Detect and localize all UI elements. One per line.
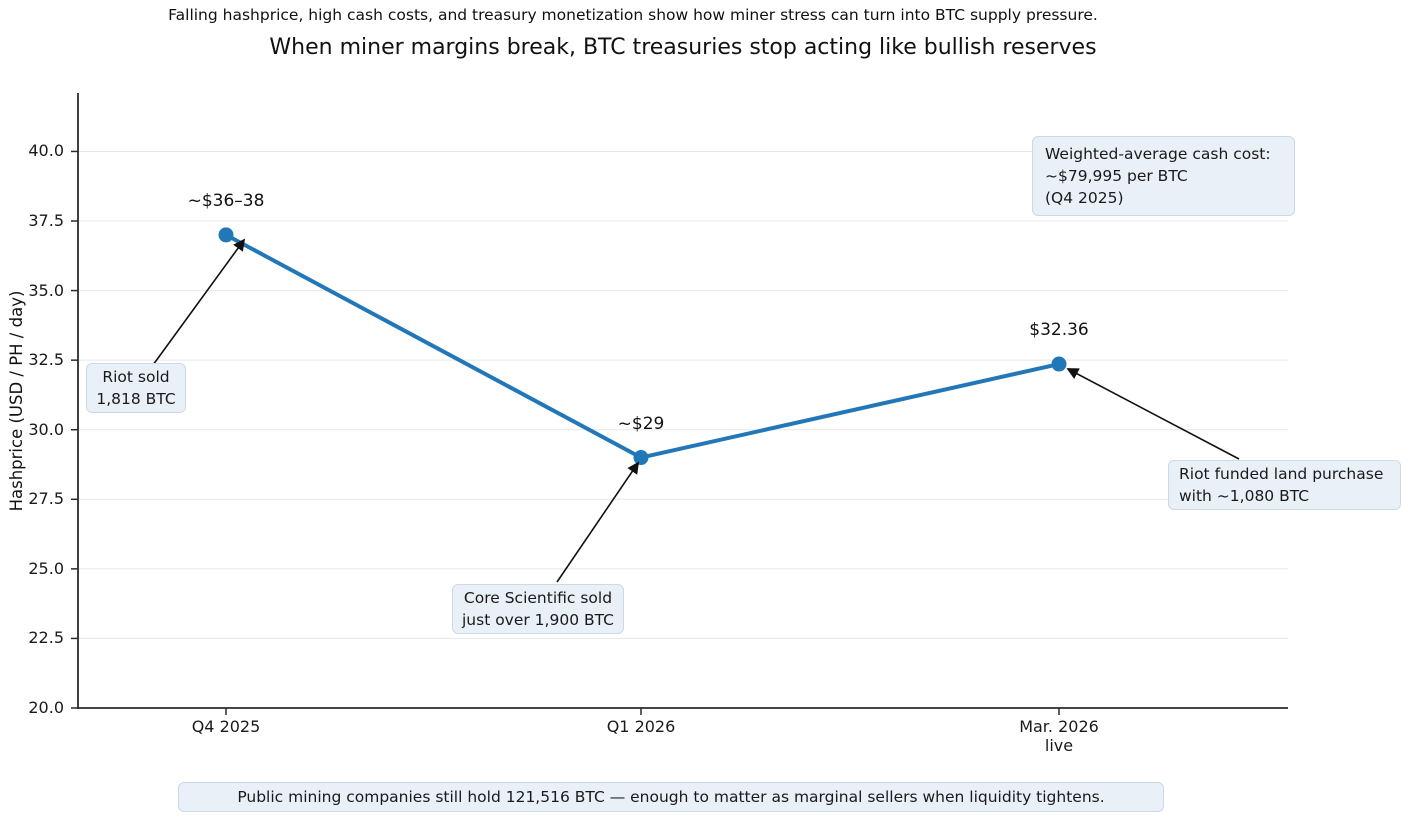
- annotation-cash-cost: Weighted-average cash cost: ~$79,995 per…: [1032, 136, 1295, 216]
- data-point: [218, 227, 234, 243]
- y-tick-label: 27.5: [28, 489, 64, 509]
- annotation-arrow-riot-land: [1066, 368, 1240, 460]
- annotation-arrow-riot-sold: [152, 238, 246, 366]
- chart-subtitle: Falling hashprice, high cash costs, and …: [168, 6, 1098, 24]
- chart-title: When miner margins break, BTC treasuries…: [269, 35, 1097, 60]
- y-tick-label: 37.5: [28, 211, 64, 230]
- x-tick-label: Q1 2026: [606, 717, 676, 736]
- y-tick-label: 30.0: [28, 419, 64, 439]
- annotation-riot-sold: Riot sold 1,818 BTC: [86, 363, 186, 413]
- footer-note: Public mining companies still hold 121,5…: [178, 782, 1164, 812]
- annotation-core-scientific: Core Scientific sold just over 1,900 BTC: [452, 584, 624, 634]
- y-tick-label: 25.0: [28, 558, 64, 578]
- y-tick-label: 35.0: [28, 280, 64, 300]
- data-point-label: ~$36–38: [187, 190, 265, 211]
- x-tick-label: Q4 2025: [191, 717, 261, 736]
- y-tick-label: 40.0: [28, 141, 64, 161]
- x-tick-label: Mar. 2026 live: [1019, 717, 1099, 755]
- y-tick-label: 20.0: [28, 698, 64, 717]
- y-tick-label: 22.5: [28, 628, 64, 648]
- y-tick-label: 32.5: [28, 350, 64, 370]
- annotation-arrow-core-scientific: [556, 461, 640, 583]
- data-point: [633, 450, 649, 466]
- data-point-label: $32.36: [1029, 320, 1089, 341]
- annotation-riot-land: Riot funded land purchase with ~1,080 BT…: [1168, 460, 1401, 510]
- data-point-label: ~$29: [617, 413, 665, 434]
- data-point: [1051, 356, 1067, 372]
